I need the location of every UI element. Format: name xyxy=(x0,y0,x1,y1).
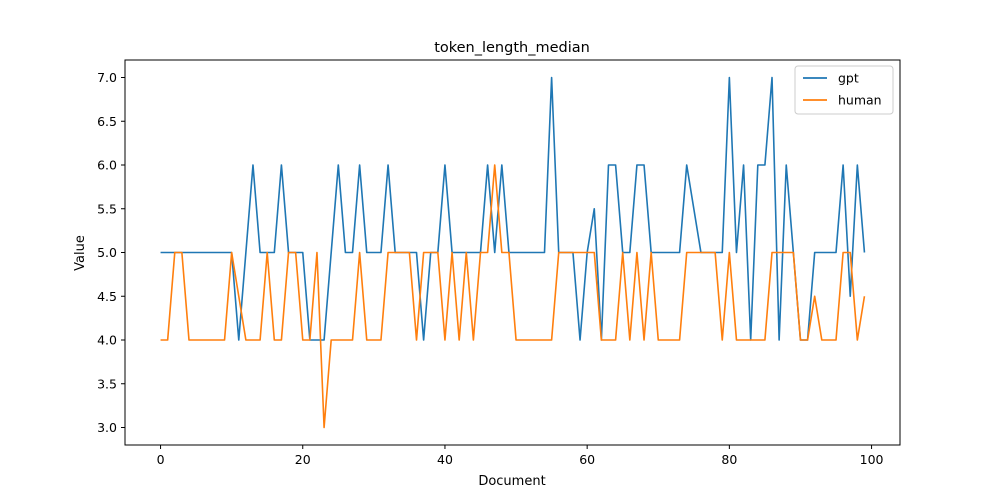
series-layer xyxy=(160,76,866,429)
x-axis: 0 20 40 60 80 100 xyxy=(157,445,884,467)
legend-label-human: human xyxy=(838,93,882,108)
x-axis-label: Document xyxy=(478,474,545,489)
series-line-human xyxy=(160,164,866,429)
x-tick-label: 100 xyxy=(860,452,884,467)
legend-label-gpt: gpt xyxy=(838,71,859,86)
y-tick-label: 5.5 xyxy=(97,201,117,216)
chart-title: token_length_median xyxy=(434,40,590,56)
x-tick-label: 60 xyxy=(579,452,595,467)
legend: gpt human xyxy=(794,65,894,115)
y-tick-label: 7.0 xyxy=(97,70,117,85)
y-tick-label: 6.0 xyxy=(97,158,117,173)
y-tick-label: 5.0 xyxy=(97,245,117,260)
x-tick-label: 0 xyxy=(157,452,165,467)
series-line-gpt xyxy=(160,76,866,341)
y-axis: 3.0 3.5 4.0 4.5 5.0 5.5 6.0 6.5 7.0 xyxy=(97,70,125,435)
y-tick-label: 3.5 xyxy=(97,376,117,391)
y-tick-label: 4.5 xyxy=(97,289,117,304)
y-tick-label: 3.0 xyxy=(97,420,117,435)
x-tick-label: 40 xyxy=(437,452,453,467)
x-tick-label: 80 xyxy=(721,452,737,467)
y-axis-label: Value xyxy=(73,235,88,271)
y-tick-label: 4.0 xyxy=(97,333,117,348)
y-tick-label: 6.5 xyxy=(97,114,117,129)
x-tick-label: 20 xyxy=(295,452,311,467)
